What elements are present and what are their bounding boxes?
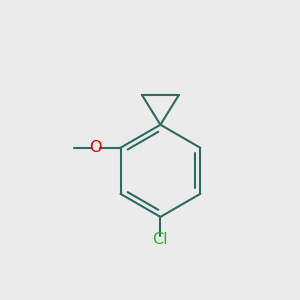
Text: O: O <box>89 140 101 155</box>
Text: Cl: Cl <box>153 232 168 247</box>
